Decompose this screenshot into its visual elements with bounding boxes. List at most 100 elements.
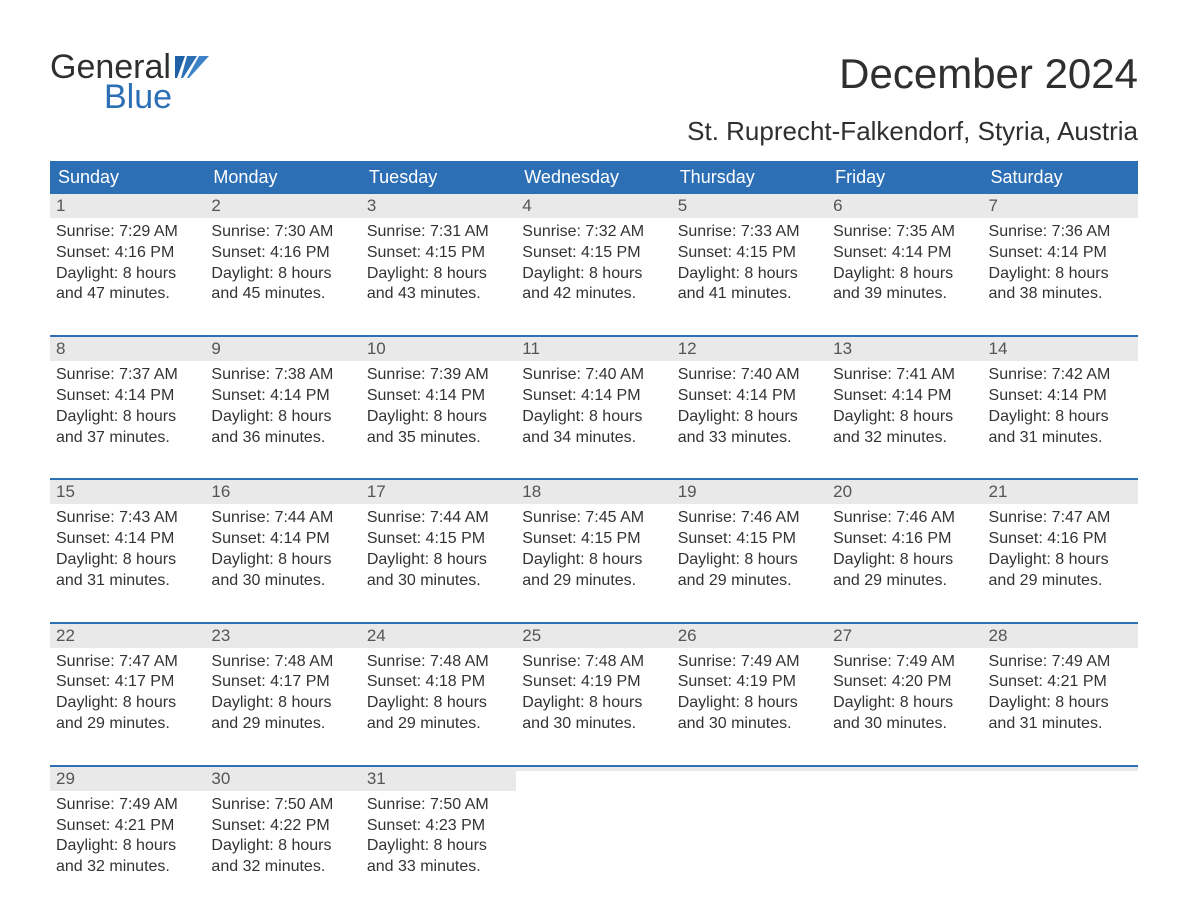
daylight-text: and 34 minutes. xyxy=(522,428,665,449)
daylight-text: Daylight: 8 hours xyxy=(833,693,976,714)
day-cell: 27Sunrise: 7:49 AMSunset: 4:20 PMDayligh… xyxy=(827,624,982,755)
sunset-text: Sunset: 4:14 PM xyxy=(678,386,821,407)
sunset-text: Sunset: 4:14 PM xyxy=(833,386,976,407)
day-body: Sunrise: 7:49 AMSunset: 4:21 PMDaylight:… xyxy=(983,648,1138,755)
sunset-text: Sunset: 4:16 PM xyxy=(989,529,1132,550)
day-body: Sunrise: 7:50 AMSunset: 4:22 PMDaylight:… xyxy=(205,791,360,898)
daylight-text: and 36 minutes. xyxy=(211,428,354,449)
daylight-text: and 41 minutes. xyxy=(678,284,821,305)
day-cell: 25Sunrise: 7:48 AMSunset: 4:19 PMDayligh… xyxy=(516,624,671,755)
day-number: 30 xyxy=(205,767,360,791)
daylight-text: and 32 minutes. xyxy=(211,857,354,878)
day-number: 15 xyxy=(50,480,205,504)
day-cell: 12Sunrise: 7:40 AMSunset: 4:14 PMDayligh… xyxy=(672,337,827,468)
day-number: 7 xyxy=(983,194,1138,218)
day-body: Sunrise: 7:49 AMSunset: 4:19 PMDaylight:… xyxy=(672,648,827,755)
daylight-text: and 29 minutes. xyxy=(211,714,354,735)
day-number: 29 xyxy=(50,767,205,791)
sunrise-text: Sunrise: 7:48 AM xyxy=(367,652,510,673)
day-number: 5 xyxy=(672,194,827,218)
day-number xyxy=(827,767,982,771)
sunset-text: Sunset: 4:14 PM xyxy=(522,386,665,407)
sunrise-text: Sunrise: 7:45 AM xyxy=(522,508,665,529)
day-cell: 19Sunrise: 7:46 AMSunset: 4:15 PMDayligh… xyxy=(672,480,827,611)
day-body: Sunrise: 7:49 AMSunset: 4:21 PMDaylight:… xyxy=(50,791,205,898)
day-body: Sunrise: 7:35 AMSunset: 4:14 PMDaylight:… xyxy=(827,218,982,325)
sunrise-text: Sunrise: 7:49 AM xyxy=(678,652,821,673)
month-title: December 2024 xyxy=(687,50,1138,98)
daylight-text: and 30 minutes. xyxy=(211,571,354,592)
sunrise-text: Sunrise: 7:47 AM xyxy=(989,508,1132,529)
daylight-text: and 30 minutes. xyxy=(678,714,821,735)
sunset-text: Sunset: 4:22 PM xyxy=(211,816,354,837)
day-cell: 22Sunrise: 7:47 AMSunset: 4:17 PMDayligh… xyxy=(50,624,205,755)
day-header-row: Sunday Monday Tuesday Wednesday Thursday… xyxy=(50,161,1138,194)
logo-text-bottom: Blue xyxy=(50,80,209,114)
sunset-text: Sunset: 4:14 PM xyxy=(56,386,199,407)
day-number: 23 xyxy=(205,624,360,648)
title-block: December 2024 St. Ruprecht-Falkendorf, S… xyxy=(687,50,1138,147)
sunrise-text: Sunrise: 7:35 AM xyxy=(833,222,976,243)
sunset-text: Sunset: 4:14 PM xyxy=(56,529,199,550)
day-cell: 11Sunrise: 7:40 AMSunset: 4:14 PMDayligh… xyxy=(516,337,671,468)
daylight-text: and 29 minutes. xyxy=(367,714,510,735)
day-cell: 20Sunrise: 7:46 AMSunset: 4:16 PMDayligh… xyxy=(827,480,982,611)
daylight-text: Daylight: 8 hours xyxy=(56,407,199,428)
daylight-text: Daylight: 8 hours xyxy=(522,693,665,714)
daylight-text: and 29 minutes. xyxy=(678,571,821,592)
daylight-text: and 31 minutes. xyxy=(56,571,199,592)
day-body: Sunrise: 7:39 AMSunset: 4:14 PMDaylight:… xyxy=(361,361,516,468)
sunrise-text: Sunrise: 7:38 AM xyxy=(211,365,354,386)
daylight-text: and 29 minutes. xyxy=(989,571,1132,592)
daylight-text: Daylight: 8 hours xyxy=(833,264,976,285)
day-header: Saturday xyxy=(983,161,1138,194)
sunrise-text: Sunrise: 7:49 AM xyxy=(833,652,976,673)
sunset-text: Sunset: 4:14 PM xyxy=(833,243,976,264)
daylight-text: and 43 minutes. xyxy=(367,284,510,305)
daylight-text: Daylight: 8 hours xyxy=(678,264,821,285)
day-cell: 2Sunrise: 7:30 AMSunset: 4:16 PMDaylight… xyxy=(205,194,360,325)
sunset-text: Sunset: 4:15 PM xyxy=(522,243,665,264)
sunrise-text: Sunrise: 7:48 AM xyxy=(211,652,354,673)
daylight-text: Daylight: 8 hours xyxy=(367,836,510,857)
day-cell: 4Sunrise: 7:32 AMSunset: 4:15 PMDaylight… xyxy=(516,194,671,325)
sunrise-text: Sunrise: 7:41 AM xyxy=(833,365,976,386)
day-number: 4 xyxy=(516,194,671,218)
daylight-text: and 30 minutes. xyxy=(833,714,976,735)
day-number: 25 xyxy=(516,624,671,648)
daylight-text: Daylight: 8 hours xyxy=(211,407,354,428)
daylight-text: Daylight: 8 hours xyxy=(56,264,199,285)
sunset-text: Sunset: 4:15 PM xyxy=(367,529,510,550)
sunrise-text: Sunrise: 7:48 AM xyxy=(522,652,665,673)
day-body: Sunrise: 7:48 AMSunset: 4:19 PMDaylight:… xyxy=(516,648,671,755)
day-body: Sunrise: 7:42 AMSunset: 4:14 PMDaylight:… xyxy=(983,361,1138,468)
sunrise-text: Sunrise: 7:44 AM xyxy=(367,508,510,529)
daylight-text: and 29 minutes. xyxy=(833,571,976,592)
day-number: 22 xyxy=(50,624,205,648)
daylight-text: and 29 minutes. xyxy=(522,571,665,592)
daylight-text: Daylight: 8 hours xyxy=(989,407,1132,428)
daylight-text: and 33 minutes. xyxy=(367,857,510,878)
daylight-text: Daylight: 8 hours xyxy=(678,550,821,571)
sunset-text: Sunset: 4:15 PM xyxy=(522,529,665,550)
day-body: Sunrise: 7:50 AMSunset: 4:23 PMDaylight:… xyxy=(361,791,516,898)
day-body: Sunrise: 7:46 AMSunset: 4:15 PMDaylight:… xyxy=(672,504,827,611)
week-row: 8Sunrise: 7:37 AMSunset: 4:14 PMDaylight… xyxy=(50,335,1138,468)
flag-icon xyxy=(175,50,209,84)
logo: General Blue xyxy=(50,50,209,114)
day-number: 2 xyxy=(205,194,360,218)
day-cell: 30Sunrise: 7:50 AMSunset: 4:22 PMDayligh… xyxy=(205,767,360,898)
day-number: 19 xyxy=(672,480,827,504)
week-row: 15Sunrise: 7:43 AMSunset: 4:14 PMDayligh… xyxy=(50,478,1138,611)
day-cell: 21Sunrise: 7:47 AMSunset: 4:16 PMDayligh… xyxy=(983,480,1138,611)
daylight-text: Daylight: 8 hours xyxy=(211,264,354,285)
day-body: Sunrise: 7:47 AMSunset: 4:17 PMDaylight:… xyxy=(50,648,205,755)
sunset-text: Sunset: 4:19 PM xyxy=(522,672,665,693)
sunrise-text: Sunrise: 7:49 AM xyxy=(989,652,1132,673)
day-cell: 14Sunrise: 7:42 AMSunset: 4:14 PMDayligh… xyxy=(983,337,1138,468)
daylight-text: Daylight: 8 hours xyxy=(367,550,510,571)
page-header: General Blue December 2024 St. Ruprecht-… xyxy=(50,50,1138,147)
day-cell: 29Sunrise: 7:49 AMSunset: 4:21 PMDayligh… xyxy=(50,767,205,898)
sunset-text: Sunset: 4:19 PM xyxy=(678,672,821,693)
weeks-container: 1Sunrise: 7:29 AMSunset: 4:16 PMDaylight… xyxy=(50,194,1138,898)
